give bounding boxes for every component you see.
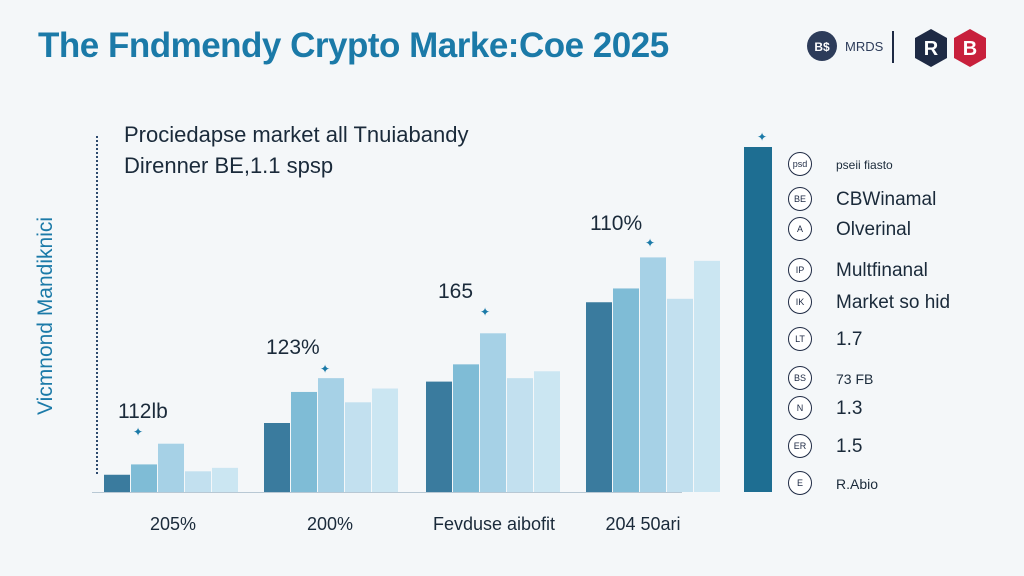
chart-subtitle-line-2: Direnner BE,1.1 spsp [124, 153, 334, 178]
sparkle-icon: ✦ [320, 362, 331, 376]
bar-4-s3 [640, 257, 666, 492]
sparkle-icon: ✦ [480, 305, 491, 319]
bar-2-s2 [291, 391, 317, 492]
legend-label: Market so hid [836, 292, 951, 313]
legend-label: Multfinanal [836, 260, 928, 281]
bar-4-s4 [667, 298, 693, 492]
sparkle-icon: ✦ [645, 236, 656, 250]
legend-label: 1.7 [836, 329, 863, 350]
bar-2-s5 [372, 388, 398, 492]
logo-r-text: R [924, 38, 939, 60]
brand-badge-icon: B$ [807, 31, 837, 61]
legend-label: CBWinamal [836, 189, 937, 210]
group-value-label-4: 110% [590, 212, 643, 235]
x-tick-label-2: 200% [306, 514, 354, 534]
legend-coin-icon: IK [788, 290, 812, 314]
x-tick-label-3: Fevduse aibofit [432, 514, 556, 534]
legend-coin-icon: E [788, 471, 812, 495]
legend-label: R.Abio [836, 476, 879, 492]
logo-divider [892, 31, 894, 63]
legend-label: 73 FB [836, 371, 874, 387]
bar-3-s5 [534, 371, 560, 492]
legend-coin-icon: ER [788, 434, 812, 458]
bar-2-s3 [318, 378, 344, 492]
legend-coin-icon: LT [788, 327, 812, 351]
highlight-bar [744, 147, 772, 492]
legend-coin-icon: N [788, 396, 812, 420]
bar-3-s2 [453, 364, 479, 492]
bar-1-s3 [158, 443, 184, 492]
bar-1-s2 [131, 464, 157, 492]
bar-3-s4 [507, 378, 533, 492]
bar-2-s4 [345, 402, 371, 492]
legend-label: 1.5 [836, 436, 863, 457]
brand-name: MRDS [845, 39, 884, 54]
chart-subtitle-line-1: Prociedapse market all Tnuiabandy [124, 122, 469, 147]
legend-coin-icon: A [788, 217, 812, 241]
group-value-label-1: 112lb [118, 400, 168, 423]
bar-1-s5 [212, 467, 238, 492]
logo-b-icon: B [954, 29, 986, 67]
x-tick-label-1: 205% [149, 514, 197, 534]
bar-4-s2 [613, 288, 639, 492]
page-title: The Fndmendy Crypto Marke:Coe 2025 [38, 26, 669, 65]
logo-b-text: B [963, 38, 977, 60]
bar-1-s4 [185, 471, 211, 492]
bar-2-s1 [264, 423, 290, 492]
legend-coin-icon: psd [788, 152, 812, 176]
y-axis-line [96, 136, 98, 474]
bar-4-s5 [694, 260, 720, 492]
x-tick-label-4: 204 50ari [605, 514, 681, 534]
legend-label: Olverinal [836, 219, 911, 240]
legend-label: 1.3 [836, 398, 863, 419]
legend-coin-icon: BE [788, 187, 812, 211]
sparkle-icon: ✦ [757, 130, 768, 144]
logo-r-icon: R [915, 29, 947, 67]
group-value-label-3: 165 [438, 280, 474, 303]
bar-3-s1 [426, 381, 452, 492]
legend-label: pseii fiasto [836, 158, 893, 172]
legend-coin-icon: IP [788, 258, 812, 282]
bar-3-s3 [480, 333, 506, 492]
x-axis-baseline [92, 492, 682, 493]
bar-4-s1 [586, 302, 612, 492]
legend-coin-icon: BS [788, 366, 812, 390]
sparkle-icon: ✦ [133, 425, 144, 439]
bar-1-s1 [104, 474, 130, 492]
brand-badge-text: B$ [814, 40, 830, 54]
group-value-label-2: 123% [266, 336, 320, 359]
